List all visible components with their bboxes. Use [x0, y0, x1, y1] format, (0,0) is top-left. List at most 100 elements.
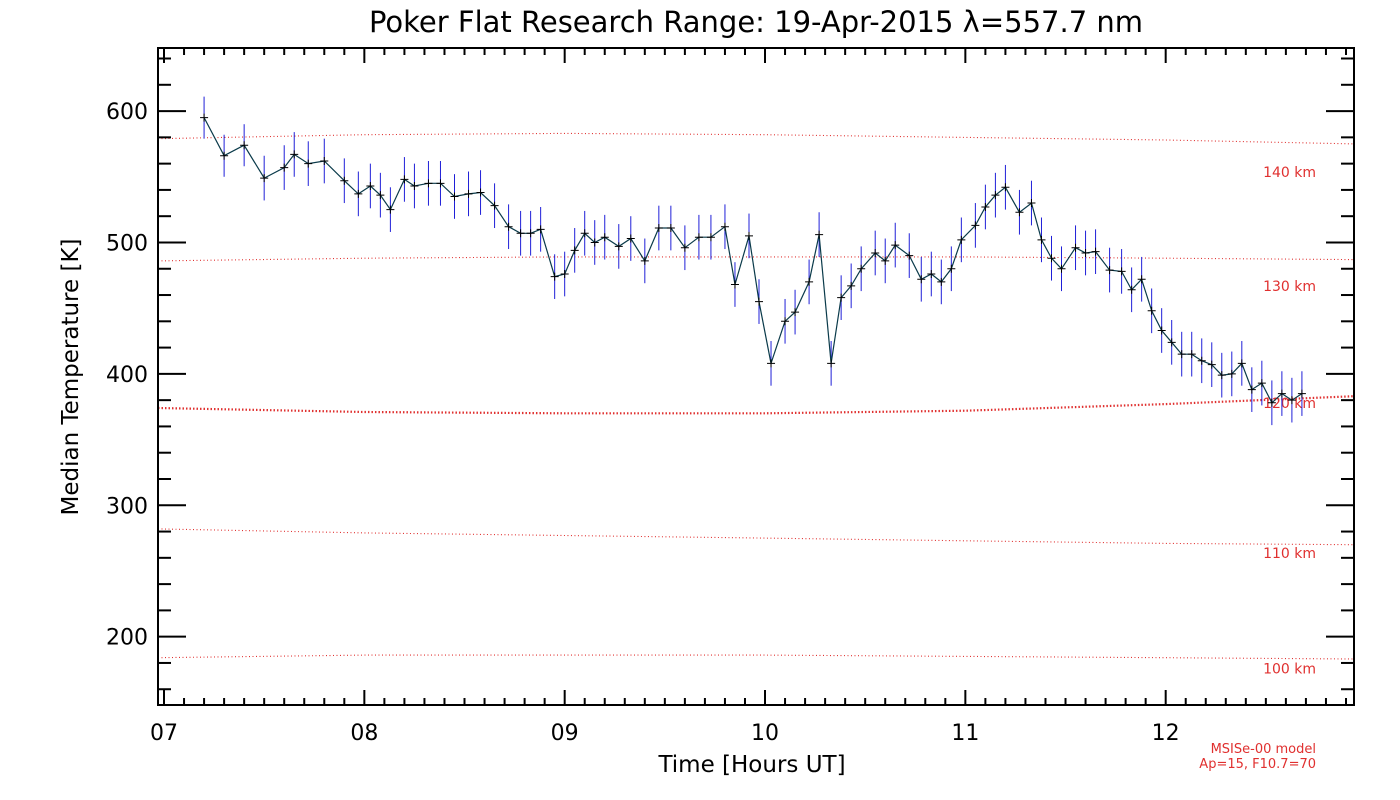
x-tick-label: 10 — [751, 721, 779, 746]
data-point — [1167, 338, 1176, 347]
data-point — [755, 297, 764, 306]
data-point — [386, 205, 395, 214]
data-point — [1227, 369, 1236, 378]
data-point — [240, 141, 249, 150]
model-reference-lines: 100 km 110 km 120 km 130 km 140 km — [157, 132, 1355, 678]
data-point — [1117, 267, 1126, 276]
data-point — [366, 181, 375, 190]
x-tick-label: 08 — [350, 721, 378, 746]
model-note: MSISe-00 model — [1211, 742, 1316, 757]
y-tick-label: 200 — [106, 626, 148, 651]
data-point — [304, 159, 313, 168]
data-point — [476, 188, 485, 197]
data-point — [1277, 389, 1286, 398]
plot-frame — [157, 47, 1355, 706]
data-point — [857, 264, 866, 273]
data-point — [767, 359, 776, 368]
x-tick-label: 07 — [150, 721, 178, 746]
reference-line — [157, 528, 1355, 546]
data-point — [1091, 247, 1100, 256]
data-point — [260, 174, 269, 183]
data-point — [1287, 396, 1296, 405]
data-point — [730, 280, 739, 289]
data-point — [354, 189, 363, 198]
x-axis-label: Time [Hours UT] — [657, 752, 845, 778]
x-tick-label: 09 — [551, 721, 579, 746]
data-point — [526, 229, 535, 238]
plot-axes: 07 08 09 10 11 12 200 300 400 500 600 — [106, 47, 1355, 746]
data-point — [640, 256, 649, 265]
x-tick-label: 11 — [951, 721, 979, 746]
reference-line — [157, 132, 1355, 145]
y-tick-label: 400 — [106, 363, 148, 388]
data-point — [981, 202, 990, 211]
reference-line — [157, 256, 1355, 262]
data-point — [400, 175, 409, 184]
data-point — [957, 235, 966, 244]
data-point — [410, 181, 419, 190]
data-point — [1015, 208, 1024, 217]
data-point — [560, 270, 569, 279]
y-tick-label: 600 — [106, 100, 148, 125]
data-point — [1247, 385, 1256, 394]
y-axis-label: Median Temperature [K] — [58, 239, 84, 516]
data-point — [666, 224, 675, 233]
reference-line — [157, 395, 1355, 415]
data-point — [1217, 371, 1226, 380]
data-point — [600, 233, 609, 242]
x-tick-label: 12 — [1152, 721, 1180, 746]
data-point — [1297, 389, 1306, 398]
data-point — [680, 243, 689, 252]
data-point — [815, 230, 824, 239]
series-line — [203, 117, 1303, 404]
data-point — [791, 308, 800, 317]
data-point — [1001, 183, 1010, 192]
data-point — [490, 201, 499, 210]
data-point — [1057, 264, 1066, 273]
data-point — [290, 150, 299, 159]
data-point — [376, 191, 385, 200]
reference-line — [157, 654, 1355, 660]
data-point — [1157, 326, 1166, 335]
data-point — [847, 281, 856, 290]
data-point — [340, 176, 349, 185]
data-point — [536, 225, 545, 234]
data-point — [1047, 254, 1056, 263]
model-parameters-note: Ap=15, F10.7=70 — [1199, 757, 1316, 772]
data-point — [947, 264, 956, 273]
data-point — [1147, 306, 1156, 315]
data-point — [881, 256, 890, 265]
data-point — [694, 233, 703, 242]
data-point — [550, 272, 559, 281]
data-point — [654, 224, 663, 233]
data-point — [837, 293, 846, 302]
reference-line-label: 110 km — [1263, 546, 1316, 562]
data-point — [917, 275, 926, 284]
data-point — [1207, 360, 1216, 369]
data-point — [516, 229, 525, 238]
data-point — [1257, 379, 1266, 388]
chart-title: Poker Flat Research Range: 19-Apr-2015 λ… — [369, 5, 1143, 39]
data-point — [614, 242, 623, 251]
data-point — [1081, 248, 1090, 257]
data-point — [827, 359, 836, 368]
data-point — [720, 222, 729, 231]
data-point — [891, 241, 900, 250]
reference-line-label: 140 km — [1263, 165, 1316, 181]
data-point — [424, 179, 433, 188]
data-point — [450, 192, 459, 201]
data-point — [706, 233, 715, 242]
data-point — [280, 163, 289, 172]
data-point — [590, 238, 599, 247]
reference-line-label: 130 km — [1263, 279, 1316, 295]
data-point — [436, 179, 445, 188]
data-point — [1187, 350, 1196, 359]
data-point — [805, 277, 814, 286]
data-point — [1237, 359, 1246, 368]
reference-line-label: 100 km — [1263, 662, 1316, 678]
data-point — [971, 221, 980, 230]
data-point — [580, 229, 589, 238]
data-point — [781, 317, 790, 326]
data-point — [320, 157, 329, 166]
data-point — [570, 246, 579, 255]
